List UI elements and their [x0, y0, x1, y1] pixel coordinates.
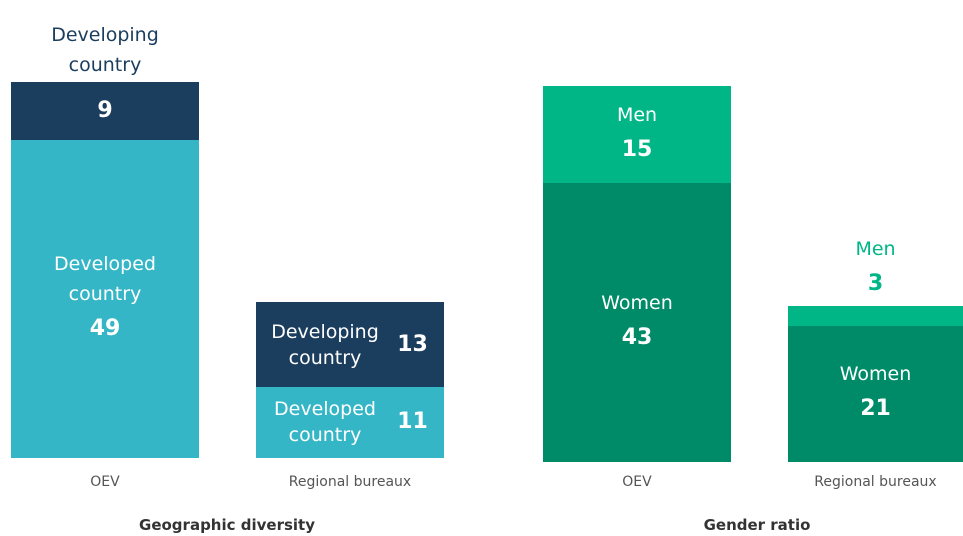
series-label: Women [601, 291, 673, 314]
x-tick-label: Regional bureaux [814, 474, 937, 490]
bar-segment [788, 306, 963, 326]
x-tick-label: OEV [622, 474, 652, 490]
bar-segment: Women 21 [788, 325, 963, 462]
label-group [543, 0, 731, 86]
value-label: 15 [621, 136, 653, 162]
series-label: Developing country [271, 320, 379, 369]
value-label: 13 [397, 331, 428, 357]
label-group: Men 3 [788, 206, 963, 306]
value-label: 11 [397, 409, 428, 435]
value-label: 43 [621, 324, 653, 350]
x-tick-label: OEV [90, 474, 120, 490]
bar-segment: 9 [11, 82, 199, 141]
value-label: 49 [89, 316, 121, 342]
bar-segment: Developing country 13 [256, 302, 444, 387]
value-label: 9 [97, 98, 113, 124]
value-label: 21 [860, 395, 891, 421]
bar-segment: Developed country 11 [256, 386, 444, 458]
series-label: Men [855, 238, 896, 261]
bar-segment: Women 43 [543, 183, 731, 462]
chart-title: Gender ratio [703, 516, 811, 534]
bar-segment: Men 15 [543, 86, 731, 184]
chart-title: Geographic diversity [139, 516, 315, 534]
x-tick-label: Regional bureaux [288, 474, 412, 490]
series-label: Developed country [54, 253, 156, 306]
series-label: Men [616, 103, 658, 126]
series-label: Developed country [274, 398, 376, 447]
value-label: 3 [867, 271, 884, 297]
series-label: Women [839, 362, 912, 385]
label-group: Developing country [11, 0, 199, 82]
label-group [256, 202, 444, 302]
series-label: Developing country [51, 24, 159, 76]
bar-segment: Developed country 49 [11, 140, 199, 458]
